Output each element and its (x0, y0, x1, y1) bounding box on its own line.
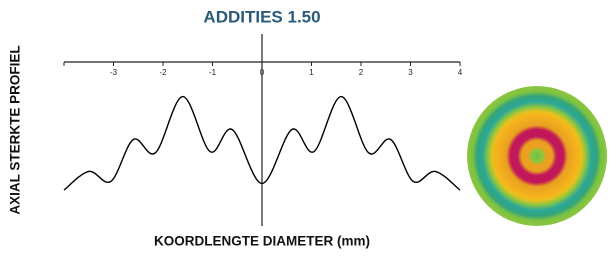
x-tick-label: -2 (159, 68, 167, 77)
x-tick-label: 1 (309, 68, 314, 77)
chart: ADDITIES 1.50 KOORDLENGTE DIAMETER (mm) … (0, 0, 611, 254)
x-tick-label: 2 (359, 68, 364, 77)
chart-title: ADDITIES 1.50 (203, 7, 320, 26)
x-tick-label: 3 (408, 68, 413, 77)
lens-map (467, 86, 607, 226)
x-tick-label: 4 (458, 68, 463, 77)
x-tick-label: -1 (209, 68, 217, 77)
x-axis-label: KOORDLENGTE DIAMETER (mm) (154, 234, 370, 249)
y-axis-label: AXIAL STERKTE PROFIEL (8, 45, 23, 214)
x-tick-label: -3 (110, 68, 118, 77)
